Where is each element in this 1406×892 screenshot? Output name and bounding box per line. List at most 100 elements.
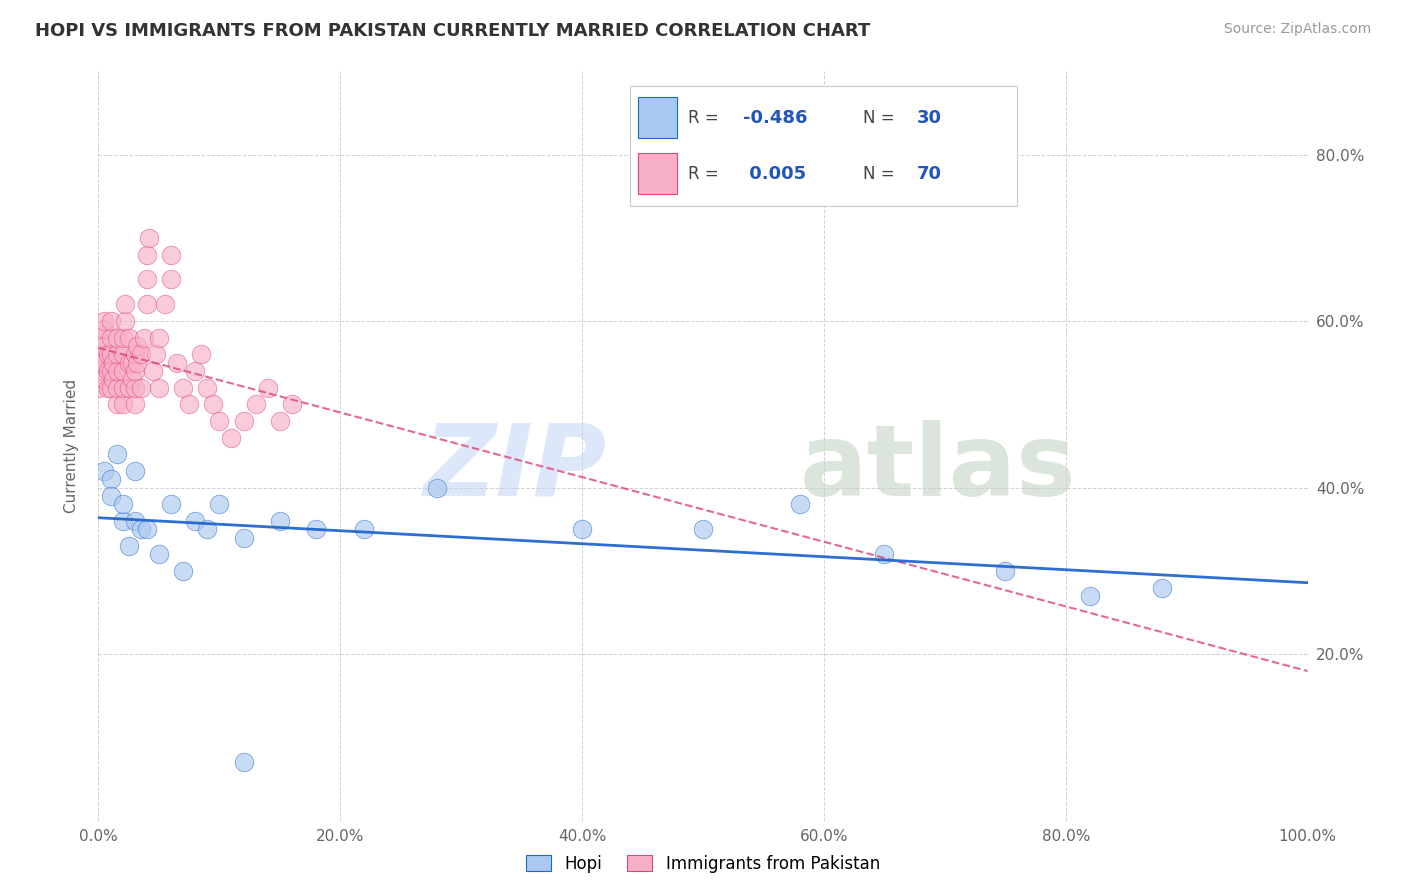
Point	[114, 297, 136, 311]
Point	[124, 464, 146, 478]
Point	[114, 314, 136, 328]
Point	[129, 381, 152, 395]
Point	[97, 381, 120, 395]
Point	[166, 356, 188, 370]
Point	[105, 364, 128, 378]
Point	[232, 414, 254, 428]
Point	[111, 364, 134, 378]
Point	[87, 381, 110, 395]
Point	[124, 397, 146, 411]
Point	[93, 464, 115, 478]
Point	[305, 522, 328, 536]
Point	[111, 497, 134, 511]
Point	[87, 356, 110, 370]
Text: HOPI VS IMMIGRANTS FROM PAKISTAN CURRENTLY MARRIED CORRELATION CHART: HOPI VS IMMIGRANTS FROM PAKISTAN CURRENT…	[35, 22, 870, 40]
Point	[111, 381, 134, 395]
Point	[426, 481, 449, 495]
Point	[138, 231, 160, 245]
Point	[145, 347, 167, 361]
Point	[93, 339, 115, 353]
Point	[124, 347, 146, 361]
Point	[121, 372, 143, 386]
Point	[148, 547, 170, 561]
Point	[124, 381, 146, 395]
Point	[100, 472, 122, 486]
Point	[135, 272, 157, 286]
Point	[190, 347, 212, 361]
Point	[100, 331, 122, 345]
Point	[105, 331, 128, 345]
Point	[148, 381, 170, 395]
Point	[111, 397, 134, 411]
Point	[353, 522, 375, 536]
Point	[101, 372, 124, 386]
Point	[87, 331, 110, 345]
Point	[118, 539, 141, 553]
Point	[93, 322, 115, 336]
Point	[105, 447, 128, 461]
Point	[129, 522, 152, 536]
Point	[142, 364, 165, 378]
Point	[127, 356, 149, 370]
Point	[93, 314, 115, 328]
Point	[256, 381, 278, 395]
Point	[105, 381, 128, 395]
Point	[124, 364, 146, 378]
Point	[100, 381, 122, 395]
Point	[232, 756, 254, 770]
Point	[208, 414, 231, 428]
Point	[148, 331, 170, 345]
Point	[202, 397, 225, 411]
Point	[184, 364, 207, 378]
Point	[118, 356, 141, 370]
Point	[184, 514, 207, 528]
Point	[281, 397, 304, 411]
Text: Source: ZipAtlas.com: Source: ZipAtlas.com	[1223, 22, 1371, 37]
Point	[172, 381, 194, 395]
Point	[121, 356, 143, 370]
Point	[195, 522, 218, 536]
Point	[100, 314, 122, 328]
Point	[221, 431, 243, 445]
Point	[135, 297, 157, 311]
Point	[179, 397, 201, 411]
Point	[873, 547, 896, 561]
Point	[124, 514, 146, 528]
Point	[195, 381, 218, 395]
Point	[100, 489, 122, 503]
Legend: Hopi, Immigrants from Pakistan: Hopi, Immigrants from Pakistan	[519, 848, 887, 880]
Point	[692, 522, 714, 536]
Point	[1152, 581, 1174, 595]
Text: atlas: atlas	[800, 420, 1077, 517]
Point	[87, 364, 110, 378]
Point	[135, 247, 157, 261]
Point	[208, 497, 231, 511]
Point	[105, 347, 128, 361]
Point	[105, 397, 128, 411]
Point	[789, 497, 811, 511]
Point	[160, 247, 183, 261]
Point	[100, 364, 122, 378]
Text: ZIP: ZIP	[423, 420, 606, 517]
Point	[87, 347, 110, 361]
Point	[571, 522, 593, 536]
Point	[97, 364, 120, 378]
Point	[135, 522, 157, 536]
Point	[129, 347, 152, 361]
Point	[127, 339, 149, 353]
Y-axis label: Currently Married: Currently Married	[65, 379, 79, 513]
Point	[134, 331, 156, 345]
Point	[97, 347, 120, 361]
Point	[100, 347, 122, 361]
Point	[269, 514, 291, 528]
Point	[118, 331, 141, 345]
Point	[172, 564, 194, 578]
Point	[160, 497, 183, 511]
Point	[245, 397, 267, 411]
Point	[93, 356, 115, 370]
Point	[101, 356, 124, 370]
Point	[1078, 589, 1101, 603]
Point	[93, 372, 115, 386]
Point	[111, 347, 134, 361]
Point	[118, 381, 141, 395]
